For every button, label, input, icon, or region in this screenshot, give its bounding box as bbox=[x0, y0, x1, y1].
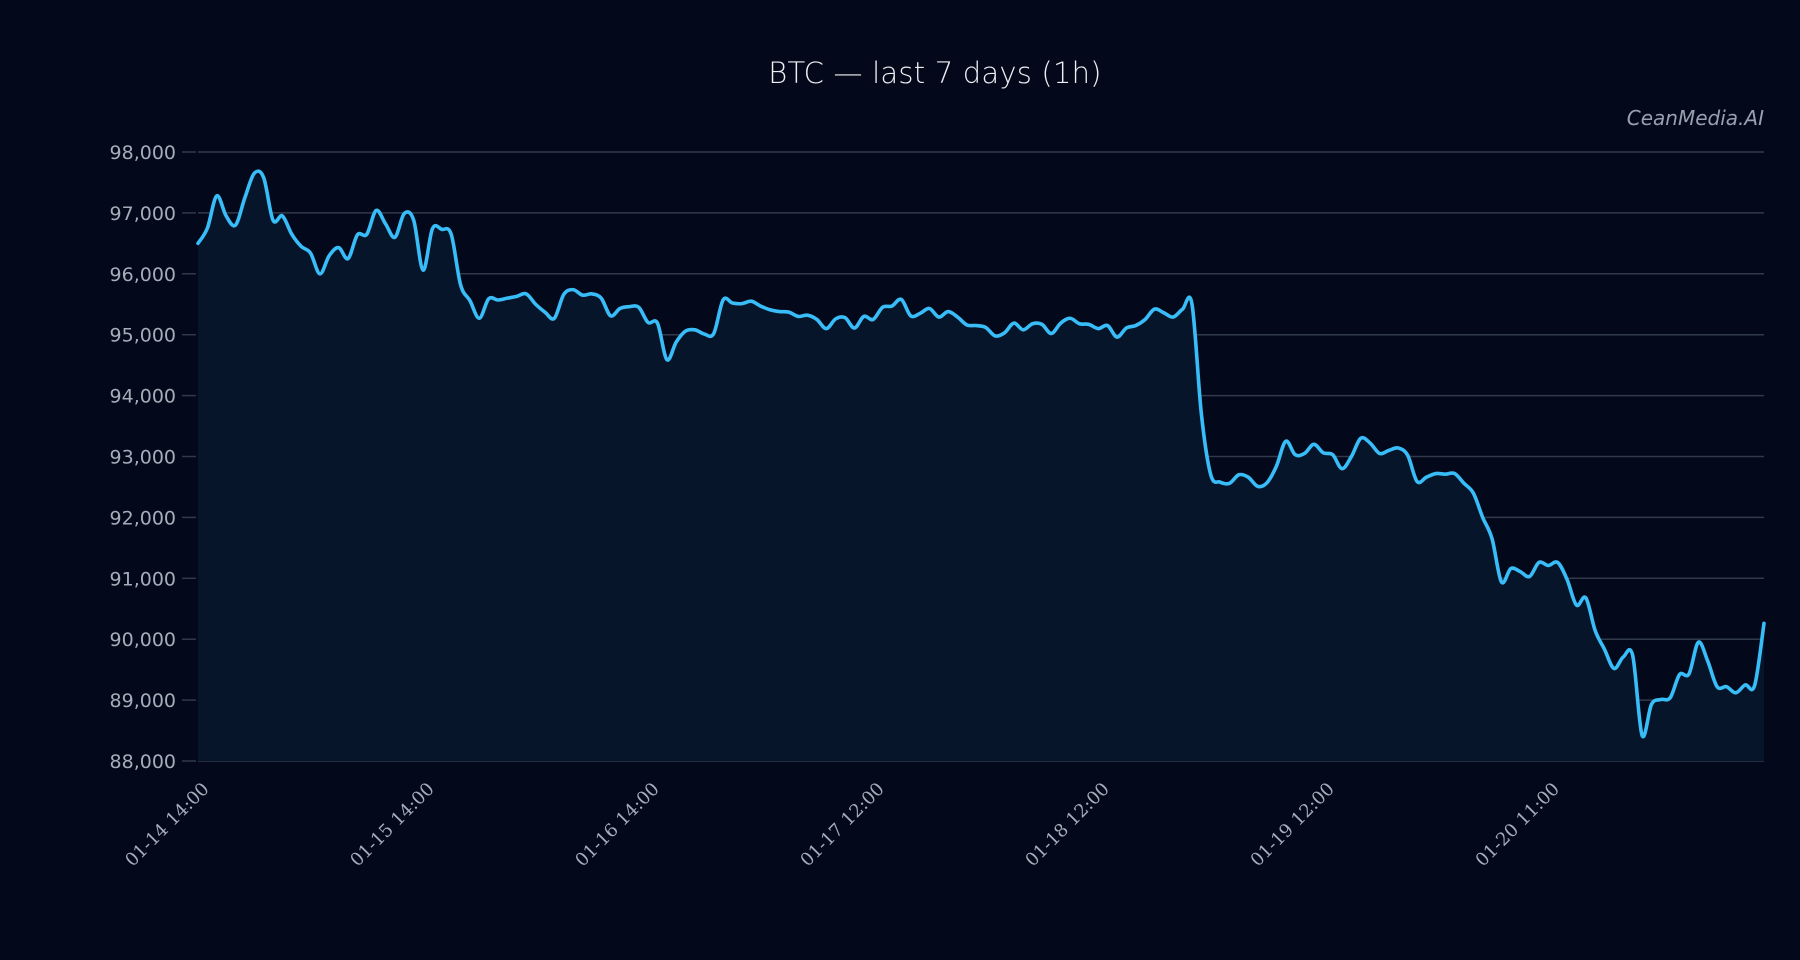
y-tick-label: 92,000 bbox=[110, 507, 176, 529]
x-axis: 01-14 14:00 01-15 14:00 01-16 14:00 01-17 1… bbox=[121, 779, 1564, 871]
y-tick-label: 89,000 bbox=[110, 690, 176, 712]
y-tick-label: 97,000 bbox=[110, 203, 176, 225]
y-tick-label: 91,000 bbox=[110, 568, 176, 590]
y-axis: 88,000 89,000 90,000 91,000 92,000 93,000 94,0… bbox=[110, 142, 196, 773]
area-fill bbox=[198, 173, 1764, 761]
x-tick-label: 01-16 14:00 bbox=[571, 779, 663, 871]
price-area-fill bbox=[198, 173, 1764, 761]
y-tick-label: 94,000 bbox=[110, 386, 176, 408]
x-tick-label: 01-18 12:00 bbox=[1021, 779, 1113, 871]
price-line bbox=[196, 169, 1766, 739]
x-tick-label: 01-19 12:00 bbox=[1247, 779, 1339, 871]
y-tick-label: 95,000 bbox=[110, 325, 176, 347]
price-line-path bbox=[196, 169, 1766, 739]
y-tick-label: 90,000 bbox=[110, 629, 176, 651]
x-tick-label: 01-15 14:00 bbox=[346, 779, 438, 871]
x-tick-label: 01-17 12:00 bbox=[796, 779, 888, 871]
watermark: CeanMedia.AI bbox=[1626, 106, 1764, 130]
y-tick-label: 98,000 bbox=[110, 142, 176, 164]
y-tick-label: 88,000 bbox=[110, 751, 176, 773]
y-tick-label: 93,000 bbox=[110, 447, 176, 469]
chart-title: BTC — last 7 days (1h) bbox=[768, 56, 1102, 90]
x-tick-label: 01-20 11:00 bbox=[1472, 779, 1564, 871]
x-tick-label: 01-14 14:00 bbox=[121, 779, 213, 871]
y-tick-label: 96,000 bbox=[110, 264, 176, 286]
